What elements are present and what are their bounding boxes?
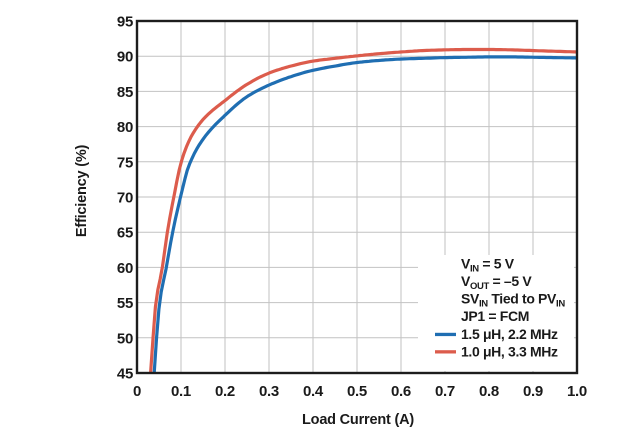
svg-text:45: 45	[117, 366, 133, 383]
svg-text:0: 0	[133, 383, 141, 400]
svg-text:SVIN Tied to PVIN: SVIN Tied to PVIN	[461, 291, 565, 310]
svg-text:0.9: 0.9	[523, 383, 543, 400]
svg-text:80: 80	[117, 119, 133, 136]
svg-text:55: 55	[117, 295, 133, 312]
svg-text:95: 95	[117, 14, 133, 31]
svg-text:0.1: 0.1	[171, 383, 191, 400]
svg-text:Efficiency (%): Efficiency (%)	[74, 144, 90, 237]
svg-text:1.5 μH, 2.2 MHz: 1.5 μH, 2.2 MHz	[461, 326, 558, 342]
svg-text:1.0 μH, 3.3 MHz: 1.0 μH, 3.3 MHz	[461, 344, 558, 360]
svg-text:50: 50	[117, 330, 133, 347]
svg-text:0.5: 0.5	[347, 383, 367, 400]
svg-text:0.7: 0.7	[435, 383, 455, 400]
svg-text:75: 75	[117, 154, 133, 171]
svg-text:85: 85	[117, 84, 133, 101]
svg-text:0.3: 0.3	[259, 383, 279, 400]
svg-text:1.0: 1.0	[567, 383, 587, 400]
svg-text:Load Current (A): Load Current (A)	[302, 412, 414, 428]
svg-text:60: 60	[117, 260, 133, 277]
svg-text:65: 65	[117, 225, 133, 242]
svg-text:90: 90	[117, 49, 133, 66]
svg-text:70: 70	[117, 190, 133, 207]
svg-text:JP1 = FCM: JP1 = FCM	[461, 308, 529, 324]
svg-text:0.6: 0.6	[391, 383, 411, 400]
svg-text:0.2: 0.2	[215, 383, 235, 400]
svg-text:0.8: 0.8	[479, 383, 499, 400]
svg-text:0.4: 0.4	[303, 383, 324, 400]
